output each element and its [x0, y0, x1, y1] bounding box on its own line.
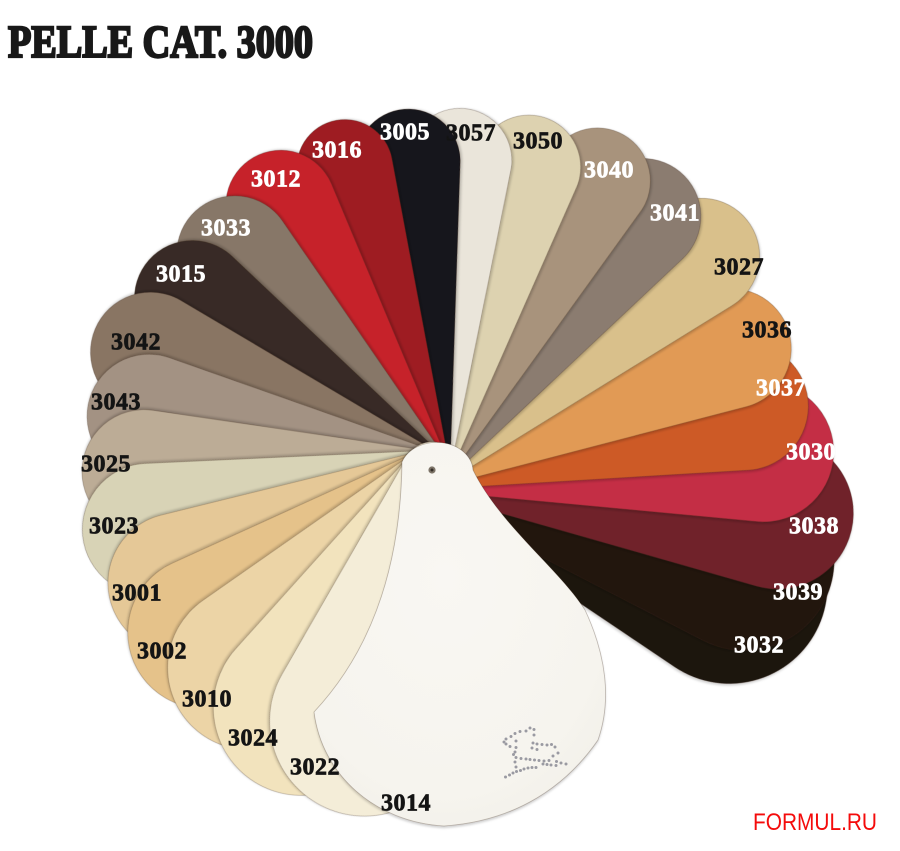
svg-text:3022: 3022	[290, 755, 340, 781]
svg-text:3050: 3050	[513, 129, 563, 155]
svg-text:FORMUL.RU: FORMUL.RU	[753, 809, 877, 836]
svg-text:3002: 3002	[137, 639, 187, 665]
svg-text:3036: 3036	[742, 318, 792, 344]
svg-text:3057: 3057	[446, 121, 496, 147]
svg-text:3039: 3039	[773, 580, 823, 606]
svg-text:3010: 3010	[182, 687, 232, 713]
svg-text:3025: 3025	[81, 452, 131, 478]
svg-text:3014: 3014	[381, 791, 431, 817]
svg-text:3041: 3041	[650, 201, 700, 227]
svg-text:3016: 3016	[312, 138, 362, 164]
svg-text:3005: 3005	[380, 120, 430, 146]
svg-text:3023: 3023	[89, 514, 139, 540]
svg-text:3027: 3027	[714, 255, 764, 281]
svg-text:3030: 3030	[786, 440, 836, 466]
svg-text:3024: 3024	[228, 726, 278, 752]
svg-text:3015: 3015	[156, 262, 206, 288]
svg-text:3037: 3037	[756, 376, 806, 402]
svg-text:3033: 3033	[201, 216, 251, 242]
svg-text:3043: 3043	[91, 390, 141, 416]
svg-text:3038: 3038	[789, 514, 839, 540]
svg-text:3032: 3032	[734, 633, 784, 659]
svg-text:3040: 3040	[584, 158, 634, 184]
svg-text:3001: 3001	[112, 581, 162, 607]
svg-text:3012: 3012	[251, 167, 301, 193]
svg-text:3042: 3042	[111, 330, 161, 356]
svg-text:PELLE CAT. 3000: PELLE CAT. 3000	[8, 16, 313, 67]
